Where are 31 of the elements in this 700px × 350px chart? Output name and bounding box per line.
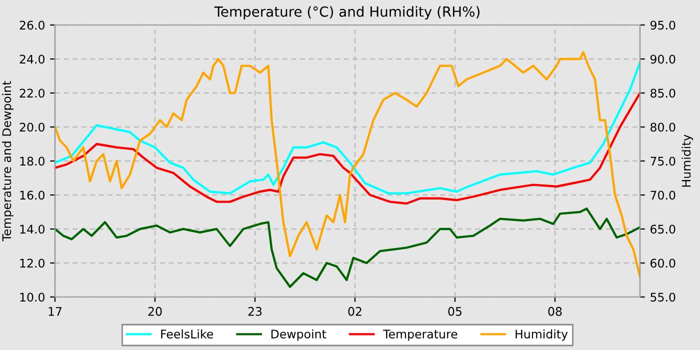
- y-tick-label: 20.0: [20, 122, 44, 132]
- y-tick-label: 16.0: [20, 190, 44, 200]
- x-tick-label: 20: [148, 306, 162, 316]
- chart-title: Temperature (°C) and Humidity (RH%): [214, 6, 480, 20]
- y-tick-label: 22.0: [20, 88, 44, 98]
- y2-tick-label: 60.0: [650, 258, 676, 268]
- x-tick-label: 23: [248, 306, 262, 316]
- y-tick-label: 26.0: [20, 20, 44, 30]
- legend-label: Humidity: [516, 329, 568, 341]
- legend-label: FeelsLike: [161, 329, 213, 338]
- y2-tick-label: 65.0: [650, 224, 676, 234]
- y-tick-label: 18.0: [20, 156, 44, 166]
- y-tick-label: 14.0: [20, 224, 44, 234]
- y-tick-label: 24.0: [20, 54, 44, 64]
- y2-axis-title: Humidity: [682, 134, 693, 187]
- legend-label: Temperature: [383, 330, 458, 341]
- x-tick-label: 02: [348, 306, 362, 316]
- y-tick-label: 12.0: [20, 258, 44, 268]
- x-tick-label: 08: [548, 306, 562, 316]
- y2-tick-label: 95.0: [650, 20, 676, 30]
- y-tick-label: 10.0: [20, 292, 44, 302]
- y2-tick-label: 90.0: [650, 54, 676, 64]
- legend-label: Dewpoint: [271, 329, 326, 341]
- x-tick-label: 17: [48, 307, 62, 316]
- y2-tick-label: 80.0: [650, 122, 676, 132]
- y-axis-title: Temperature and Dewpoint: [2, 80, 14, 242]
- y2-tick-label: 75.0: [650, 156, 676, 166]
- y2-tick-label: 85.0: [650, 88, 676, 98]
- x-tick-label: 05: [448, 306, 462, 316]
- y2-tick-label: 70.0: [650, 190, 676, 200]
- y2-tick-label: 55.0: [650, 292, 676, 302]
